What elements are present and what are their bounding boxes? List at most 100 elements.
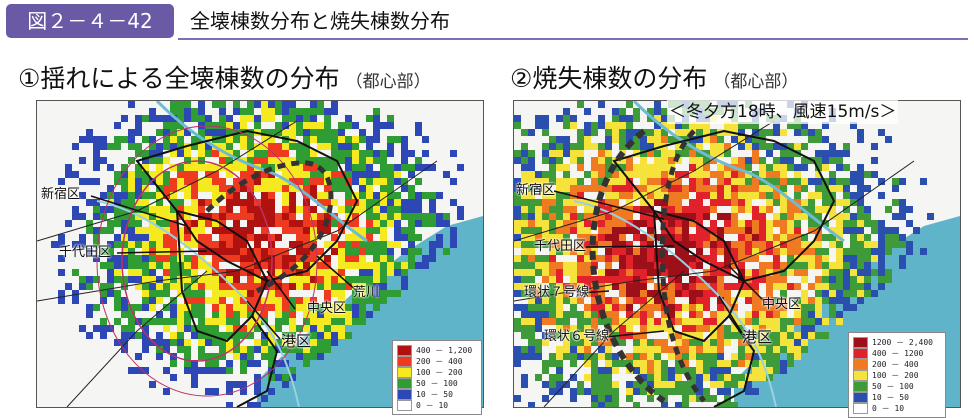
heat-cell (528, 332, 535, 339)
heat-cell (170, 164, 177, 171)
heat-cell (233, 381, 240, 388)
heat-cell (689, 164, 696, 171)
heat-cell (296, 143, 303, 150)
heat-cell (521, 129, 528, 136)
heat-cell (668, 311, 675, 318)
heat-cell (212, 164, 219, 171)
heat-cell (752, 297, 759, 304)
heat-cell (689, 213, 696, 220)
heat-cell (233, 332, 240, 339)
heat-cell (535, 290, 542, 297)
heat-cell (212, 255, 219, 262)
heat-cell (261, 108, 268, 115)
heat-cell (338, 283, 345, 290)
heat-cell (857, 129, 864, 136)
heat-cell (619, 108, 626, 115)
heat-cell (605, 360, 612, 367)
heat-cell (226, 311, 233, 318)
heat-cell (626, 381, 633, 388)
heat-cell (780, 367, 787, 374)
heat-cell (394, 220, 401, 227)
heat-cell (261, 353, 268, 360)
heat-cell (142, 318, 149, 325)
heat-cell (703, 276, 710, 283)
heat-cell (633, 206, 640, 213)
heat-cell (261, 192, 268, 199)
heat-cell (296, 262, 303, 269)
heat-cell (535, 234, 542, 241)
heat-cell (647, 213, 654, 220)
heat-cell (303, 318, 310, 325)
heat-cell (261, 220, 268, 227)
heat-cell (212, 248, 219, 255)
heat-cell (682, 234, 689, 241)
heat-cell (703, 353, 710, 360)
heat-cell (345, 318, 352, 325)
heat-cell (345, 276, 352, 283)
heat-cell (787, 325, 794, 332)
heat-cell (871, 241, 878, 248)
heat-cell (857, 192, 864, 199)
heat-cell (261, 346, 268, 353)
heat-cell (724, 213, 731, 220)
heat-cell (843, 276, 850, 283)
heat-cell (324, 304, 331, 311)
heat-cell (822, 269, 829, 276)
heat-cell (752, 206, 759, 213)
heat-cell (752, 388, 759, 395)
heat-cell (619, 129, 626, 136)
heat-cell (233, 178, 240, 185)
heat-cell (899, 199, 906, 206)
heat-cell (654, 388, 661, 395)
heat-cell (542, 381, 549, 388)
heat-cell (556, 164, 563, 171)
heat-cell (163, 283, 170, 290)
heat-cell (850, 255, 857, 262)
heat-cell (380, 227, 387, 234)
heat-cell (107, 143, 114, 150)
heat-cell (289, 220, 296, 227)
heat-cell (107, 276, 114, 283)
heat-cell (429, 248, 436, 255)
heat-cell (696, 283, 703, 290)
heat-cell (878, 227, 885, 234)
legend-range: 200 － 400 (872, 359, 919, 369)
heat-cell (521, 255, 528, 262)
heat-cell (759, 185, 766, 192)
heat-cell (247, 290, 254, 297)
heat-cell (219, 311, 226, 318)
heat-cell (556, 115, 563, 122)
heat-cell (514, 255, 521, 262)
heat-cell (703, 178, 710, 185)
heat-cell (254, 262, 261, 269)
heat-cell (233, 304, 240, 311)
heat-cell (521, 164, 528, 171)
heat-cell (114, 234, 121, 241)
heat-cell (387, 262, 394, 269)
heat-cell (261, 255, 268, 262)
heat-cell (128, 325, 135, 332)
heat-cell (310, 234, 317, 241)
heat-cell (612, 108, 619, 115)
heat-cell (682, 339, 689, 346)
heat-cell (752, 234, 759, 241)
heat-cell (563, 220, 570, 227)
legend-swatch (397, 355, 412, 367)
heat-cell (359, 318, 366, 325)
heat-cell (619, 185, 626, 192)
heat-cell (696, 157, 703, 164)
heat-cell (528, 346, 535, 353)
heat-cell (380, 276, 387, 283)
heat-cell (282, 311, 289, 318)
heat-cell (121, 192, 128, 199)
heat-cell (240, 325, 247, 332)
heat-cell (822, 262, 829, 269)
heat-cell (598, 381, 605, 388)
heat-cell (836, 178, 843, 185)
heat-cell (275, 101, 282, 108)
heat-cell (275, 143, 282, 150)
heat-cell (633, 346, 640, 353)
heat-cell (640, 213, 647, 220)
heat-cell (759, 318, 766, 325)
heat-cell (331, 150, 338, 157)
